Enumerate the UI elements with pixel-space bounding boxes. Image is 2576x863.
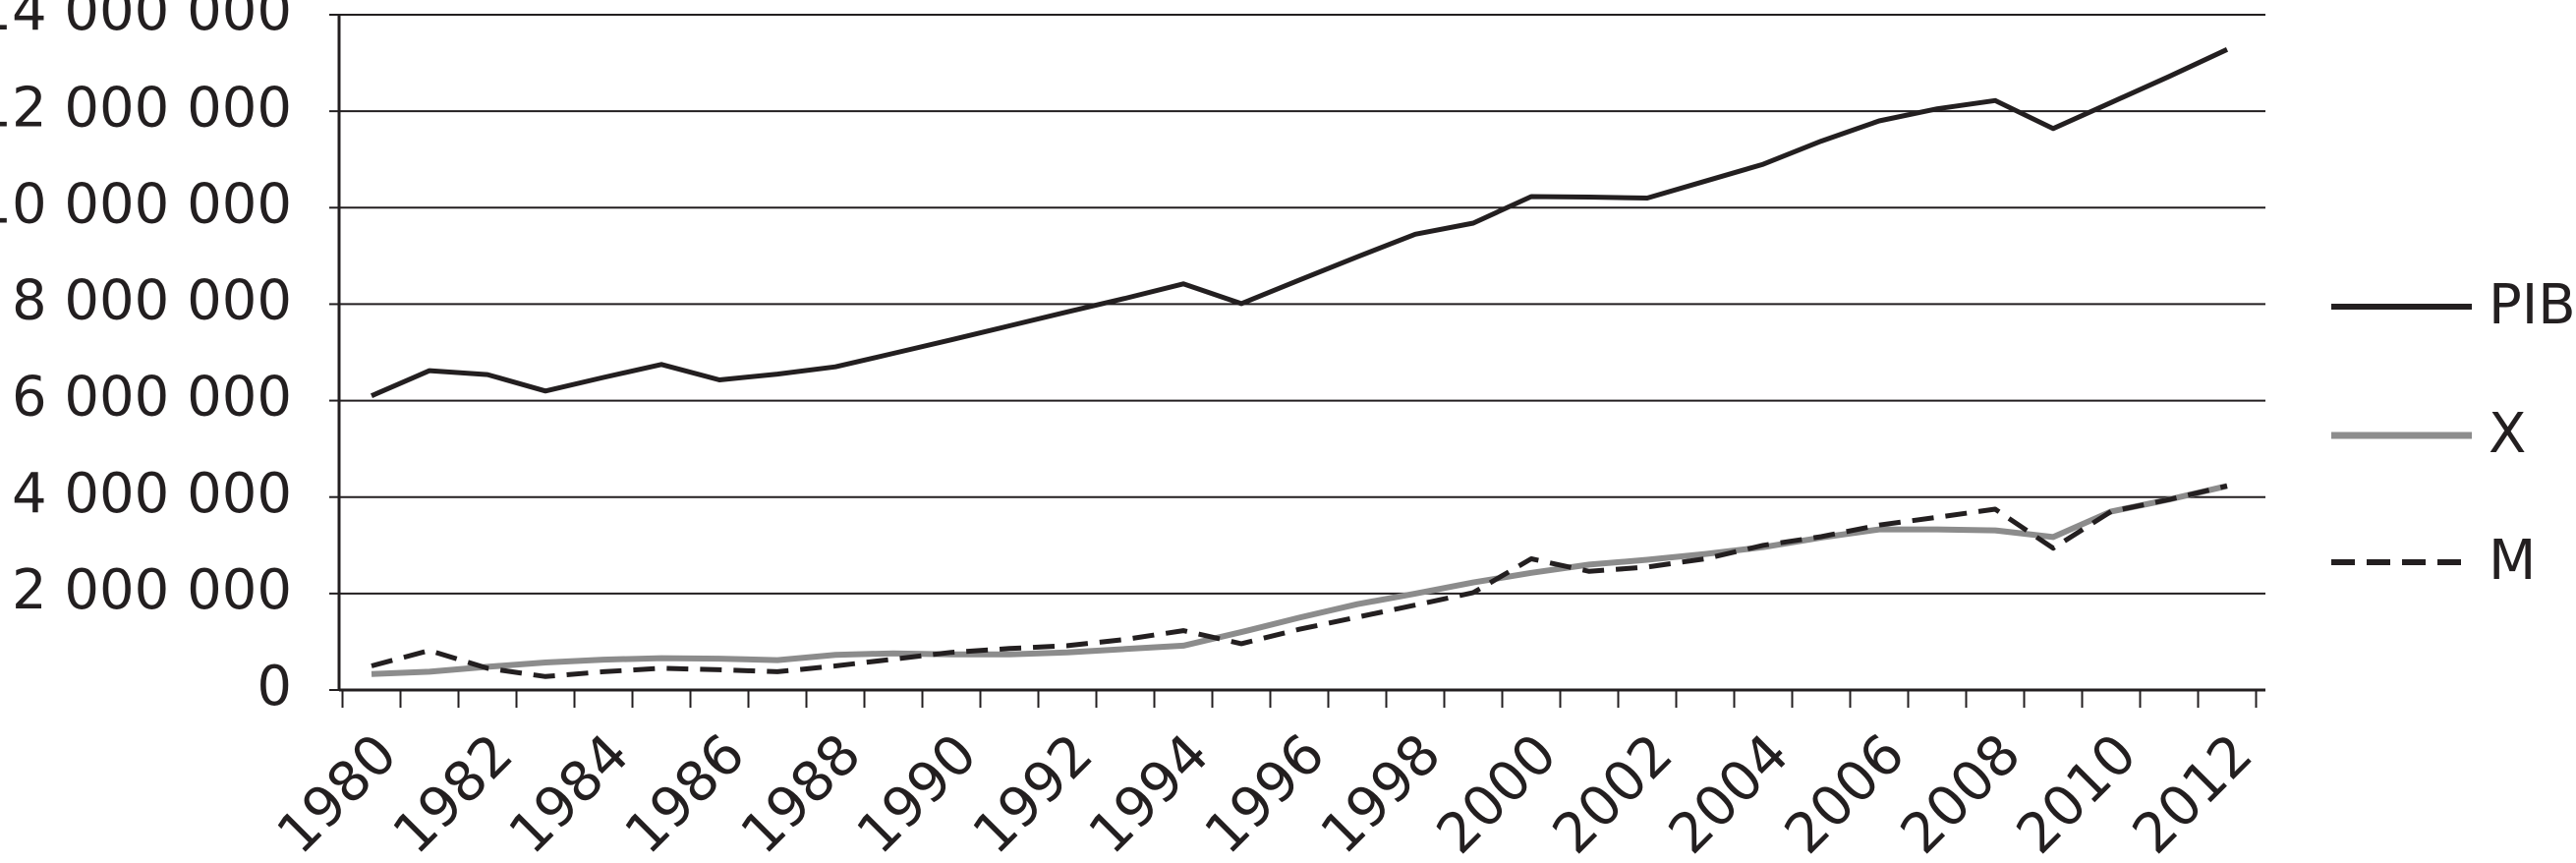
- x-tick-label: 2008: [1889, 722, 2033, 863]
- y-tick-label: 12 000 000: [0, 76, 292, 140]
- x-tick-label: 1992: [961, 722, 1106, 863]
- y-tick-label: 2 000 000: [12, 558, 292, 622]
- x-tick-label: 1982: [381, 722, 526, 863]
- x-tick-label: 1994: [1077, 722, 1222, 863]
- x-tick-label: 2006: [1773, 722, 1918, 863]
- x-tick-label: 1986: [613, 722, 758, 863]
- y-axis-tick-labels: 0 2 000 000 4 000 000 6 000 000 8 000 000 10 …: [0, 0, 292, 719]
- x-tick-label: 1980: [265, 722, 410, 863]
- x-tick-label: 2000: [1425, 722, 1570, 863]
- axes: [329, 14, 2265, 708]
- series-line-m: [371, 483, 2228, 679]
- y-tick-label: 8 000 000: [12, 269, 292, 333]
- series-line-pib: [371, 47, 2229, 398]
- y-tick-label: 0: [257, 655, 292, 719]
- series-line-x: [371, 483, 2228, 677]
- x-axis-tick-labels: 1980198219841986198819901992199419961998…: [265, 722, 2265, 863]
- y-tick-label: 6 000 000: [12, 366, 292, 430]
- y-tick-label: 10 000 000: [0, 172, 292, 236]
- x-tick-label: 2004: [1657, 722, 1802, 863]
- series-lines: [371, 47, 2229, 679]
- y-tick-label: 4 000 000: [12, 462, 292, 526]
- x-tick-label: 1990: [845, 722, 990, 863]
- x-tick-label: 2010: [2005, 722, 2149, 863]
- x-tick-label: 1998: [1309, 722, 1454, 863]
- y-tick-label: 14 000 000: [0, 0, 292, 43]
- x-tick-label: 2002: [1541, 722, 1686, 863]
- legend: PIB XM: [2331, 273, 2576, 593]
- legend-label-pib: PIB: [2489, 273, 2576, 337]
- x-tick-label: 1996: [1193, 722, 1338, 863]
- x-tick-label: 1984: [497, 722, 642, 863]
- legend-label-x: X: [2489, 402, 2526, 466]
- gridlines: [339, 14, 2265, 595]
- x-tick-label: 2012: [2121, 722, 2265, 863]
- x-tick-label: 1988: [729, 722, 874, 863]
- legend-label-m: M: [2489, 529, 2536, 593]
